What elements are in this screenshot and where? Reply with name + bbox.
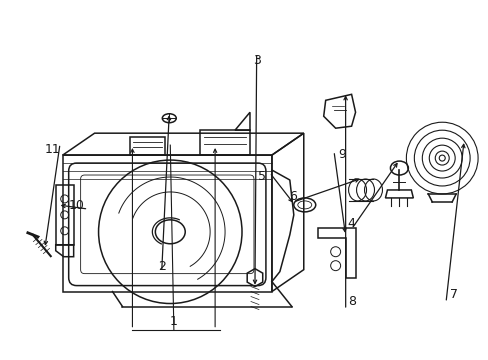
Text: 3: 3	[252, 54, 260, 67]
Text: 8: 8	[347, 296, 355, 309]
Text: 11: 11	[44, 143, 60, 156]
Text: 10: 10	[68, 199, 84, 212]
Text: 4: 4	[347, 216, 355, 230]
Text: 6: 6	[289, 190, 297, 203]
Text: 5: 5	[257, 170, 265, 183]
Text: 1: 1	[170, 315, 178, 328]
Text: 7: 7	[449, 288, 457, 301]
Text: 9: 9	[337, 148, 345, 161]
Text: 2: 2	[158, 260, 165, 273]
